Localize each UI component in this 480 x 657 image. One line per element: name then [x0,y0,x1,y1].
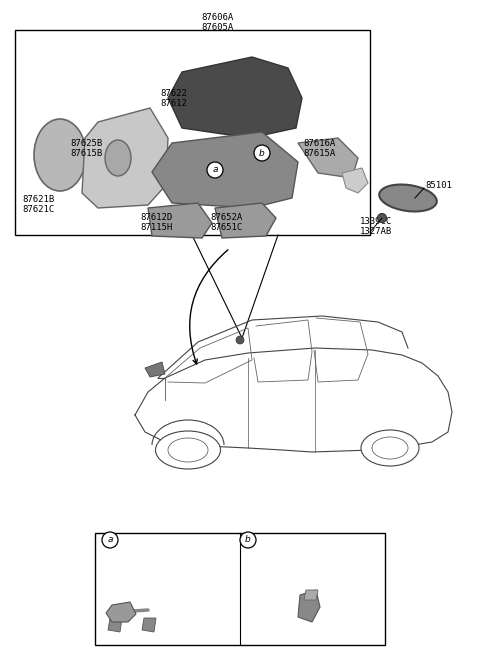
Text: 85101: 85101 [425,181,452,189]
Polygon shape [304,590,318,600]
Polygon shape [168,57,302,138]
Text: 87605A: 87605A [202,22,234,32]
Text: 87612: 87612 [160,99,187,108]
Polygon shape [152,132,298,208]
Polygon shape [106,602,136,622]
Polygon shape [298,590,320,622]
Ellipse shape [168,438,208,462]
Text: 87115H: 87115H [140,223,172,233]
Polygon shape [148,203,212,238]
Text: a: a [212,166,218,175]
Text: a: a [107,535,113,545]
Ellipse shape [34,119,86,191]
Text: 87614B: 87614B [314,560,346,570]
Bar [95,533,385,645]
Polygon shape [298,138,358,178]
Polygon shape [142,618,156,632]
Polygon shape [145,362,165,377]
Ellipse shape [379,185,437,212]
Circle shape [207,162,223,178]
Ellipse shape [156,431,220,469]
Text: 87606A: 87606A [202,14,234,22]
Polygon shape [82,108,168,208]
Text: 87622: 87622 [160,89,187,97]
Circle shape [254,145,270,161]
Bar [15,30,370,235]
Text: 1327AB: 1327AB [360,227,392,237]
Text: 87612D: 87612D [140,214,172,223]
Polygon shape [108,618,122,632]
Text: 95790R: 95790R [147,551,179,560]
Circle shape [102,532,118,548]
Text: 1339CC: 1339CC [360,217,392,227]
Text: 87651C: 87651C [210,223,242,233]
Text: 87625B: 87625B [70,139,102,148]
Ellipse shape [361,430,419,466]
Text: 87616A: 87616A [303,139,335,148]
Circle shape [236,336,244,344]
Text: b: b [259,148,265,158]
Text: b: b [245,535,251,545]
Text: 87615B: 87615B [70,148,102,158]
Ellipse shape [372,437,408,459]
Circle shape [377,214,386,223]
Text: 87624D: 87624D [314,551,346,560]
Text: 87652A: 87652A [210,214,242,223]
Text: 87621B: 87621B [22,196,54,204]
Text: 95790L: 95790L [147,560,179,570]
Text: 87621C: 87621C [22,206,54,214]
Ellipse shape [105,140,131,176]
Text: 87615A: 87615A [303,148,335,158]
Polygon shape [342,168,368,193]
Polygon shape [215,203,276,238]
Circle shape [240,532,256,548]
